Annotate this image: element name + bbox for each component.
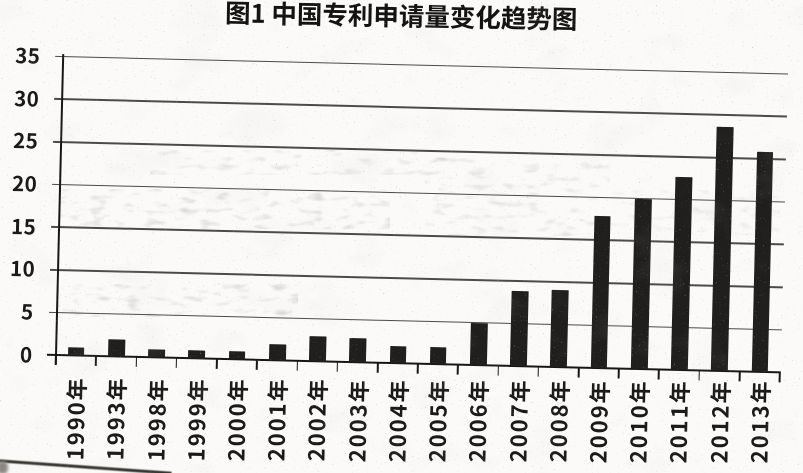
bar-2005年: [429, 346, 447, 365]
x-tick: [416, 363, 419, 374]
x-tick: [54, 354, 57, 365]
x-axis-label: [227, 380, 249, 461]
bar-2007年: [509, 290, 529, 367]
x-axis-label-1998年: [145, 378, 174, 462]
x-axis-label: [307, 380, 329, 461]
x-axis-label-2001年: [265, 378, 294, 462]
x-axis-label-2006年: [466, 379, 495, 463]
y-axis-label-30: [13, 88, 40, 115]
bar-2009年: [590, 216, 611, 369]
x-axis-label-2000年: [225, 378, 254, 462]
x-tick: [256, 359, 258, 370]
x-axis-label: [428, 381, 450, 462]
x-axis-label: [548, 381, 570, 462]
x-axis-label-2003年: [346, 379, 375, 463]
x-axis-label-2012年: [708, 380, 737, 464]
x-axis-label: [388, 380, 409, 462]
x-tick: [617, 368, 620, 379]
y-axis-line: [54, 53, 65, 365]
y-axis-label: [14, 90, 38, 107]
y-axis-label: [12, 175, 36, 192]
bar-2010年: [630, 199, 652, 370]
x-axis-label-1999年: [185, 378, 214, 462]
x-axis-label-1990年: [64, 377, 93, 461]
x-axis-label-2007年: [507, 379, 536, 463]
y-axis-label: [11, 261, 34, 278]
bar-2002年: [308, 336, 327, 362]
gridline-35: [54, 55, 788, 75]
x-axis-label: [629, 381, 651, 463]
x-axis-label-2010年: [627, 380, 656, 464]
x-tick: [657, 369, 660, 380]
x-tick: [95, 355, 98, 366]
y-axis-label-35: [14, 45, 41, 72]
x-tick: [778, 372, 781, 382]
x-axis-label-2013年: [748, 380, 777, 464]
bar-2000年: [228, 351, 246, 360]
y-axis-label: [13, 133, 37, 150]
x-axis-label: [106, 379, 128, 460]
y-axis-label-25: [12, 130, 39, 157]
bar-2006年: [469, 323, 488, 366]
x-axis-label-2002年: [305, 378, 334, 462]
x-tick: [296, 360, 299, 371]
x-axis-label: [508, 381, 530, 462]
x-axis-label: [589, 381, 611, 462]
x-axis-label-2004年: [386, 379, 415, 463]
y-axis-label: [20, 346, 31, 363]
y-axis-label: [12, 218, 35, 235]
x-tick: [537, 366, 540, 377]
bar-1999年: [188, 350, 206, 359]
x-tick: [215, 358, 218, 369]
gridline-30: [53, 98, 787, 118]
x-tick: [336, 361, 339, 372]
bar-2001年: [268, 343, 286, 361]
x-tick: [135, 356, 138, 367]
gridline-25: [52, 140, 786, 161]
x-tick: [698, 370, 701, 381]
x-axis-label: [749, 382, 771, 463]
x-axis-label: [669, 382, 691, 463]
x-axis-label: [66, 379, 88, 459]
x-axis-label-2009年: [587, 380, 616, 464]
scan-artifact-smudge: [0, 461, 8, 473]
y-axis-label-10: [9, 258, 36, 285]
x-axis-label: [186, 379, 208, 460]
bar-1990年: [67, 346, 85, 356]
y-axis-label: [20, 304, 32, 320]
bar-2012年: [710, 126, 734, 372]
bar-2004年: [389, 345, 407, 364]
x-tick: [577, 367, 580, 378]
x-tick: [738, 371, 741, 382]
x-axis-label: [709, 382, 731, 463]
x-axis-label-1993年: [104, 377, 133, 461]
x-axis-label: [468, 381, 490, 462]
x-axis-label-2011年: [667, 380, 696, 464]
x-axis-label-2005年: [426, 379, 455, 463]
x-tick: [376, 362, 379, 373]
bar-2003年: [349, 338, 367, 363]
x-tick: [175, 357, 178, 368]
bar-1993年: [107, 339, 126, 357]
bar-2011年: [670, 177, 693, 371]
bar-1998年: [148, 348, 166, 358]
y-axis-label-5: [20, 301, 35, 327]
y-axis-label-0: [19, 344, 34, 370]
bar-2008年: [550, 290, 569, 368]
x-axis-label: [267, 380, 289, 461]
x-tick: [497, 365, 500, 376]
x-tick: [456, 364, 459, 375]
y-axis-label: [15, 47, 39, 64]
bar-2013年: [751, 151, 774, 373]
y-axis-label-20: [11, 173, 38, 200]
y-axis-label-15: [10, 216, 37, 243]
x-axis-label-2008年: [547, 379, 576, 463]
x-axis-label: [146, 379, 168, 460]
x-axis-label: [347, 380, 369, 461]
